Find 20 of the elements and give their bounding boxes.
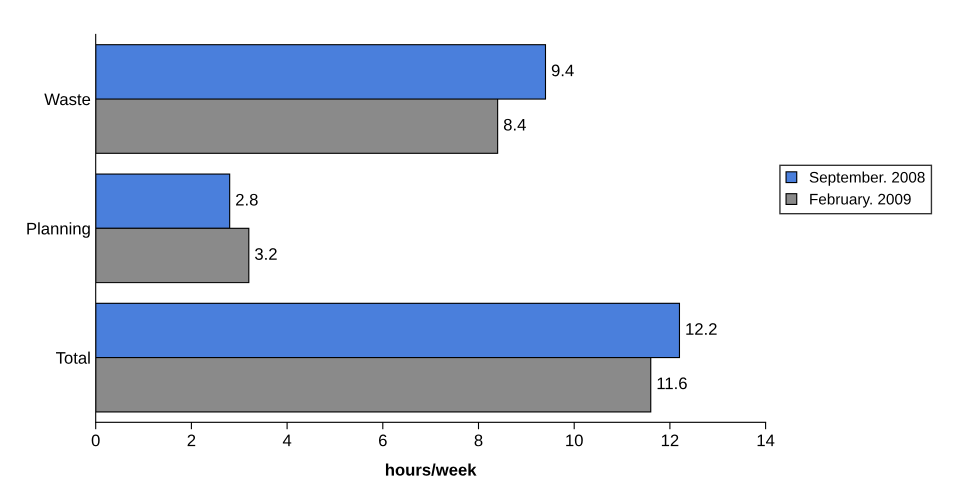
x-tick-label: 8 [474, 434, 482, 446]
x-tick-label: 10 [566, 434, 583, 446]
y-tick-label: Total [56, 352, 90, 364]
x-tick-label: 6 [379, 434, 387, 446]
legend-label: September. 2008 [810, 171, 925, 186]
x-tick-label: 2 [188, 434, 196, 446]
data-label: 2.8 [236, 194, 258, 206]
x-axis-title: hours/week [386, 463, 477, 476]
y-tick-label: Waste [44, 94, 90, 106]
data-label: 9.4 [552, 64, 574, 76]
x-tick-label: 0 [92, 434, 100, 446]
data-label: 8.4 [504, 118, 526, 131]
legend-label: February. 2009 [810, 193, 911, 208]
x-tick-label: 4 [282, 434, 292, 446]
x-tick-label: 12 [662, 434, 678, 446]
x-tick-label: 14 [758, 434, 774, 446]
data-label: 12.2 [686, 323, 717, 335]
data-label: 3.2 [255, 248, 277, 260]
data-label: 11.6 [658, 377, 687, 390]
y-tick-label: Planning [27, 222, 90, 238]
